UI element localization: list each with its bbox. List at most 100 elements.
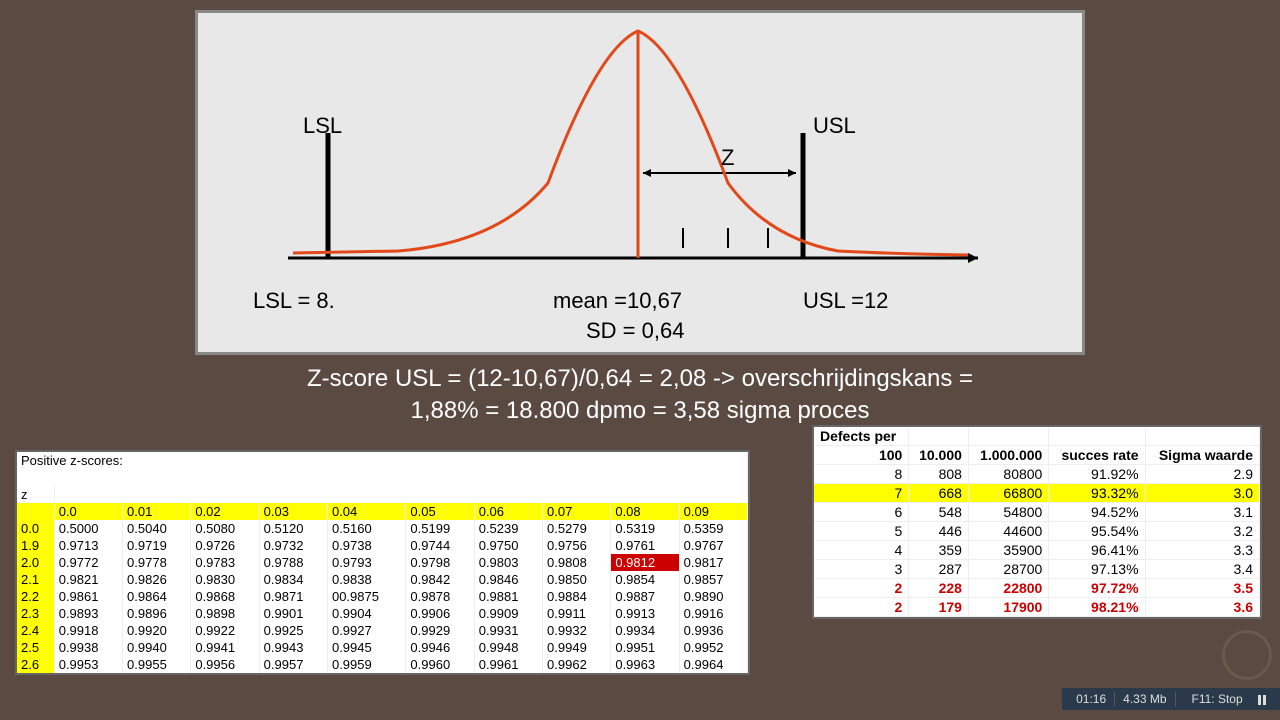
z-cell: 0.9927 xyxy=(327,622,405,639)
z-cell: 0.9756 xyxy=(543,537,611,554)
z-cell: 0.9936 xyxy=(679,622,747,639)
defects-cell: 17900 xyxy=(968,598,1048,617)
z-cell: 0.9940 xyxy=(123,639,191,656)
defects-cell: 5 xyxy=(814,522,909,541)
z-cell: 0.9896 xyxy=(123,605,191,622)
z-cell: 0.9920 xyxy=(123,622,191,639)
defects-cell: 446 xyxy=(909,522,969,541)
z-row-header: 2.4 xyxy=(17,622,54,639)
z-cell: 0.9960 xyxy=(406,656,474,673)
z-cell: 0.9918 xyxy=(54,622,122,639)
z-cell: 0.9957 xyxy=(259,656,327,673)
defects-cell: 2.9 xyxy=(1145,465,1259,484)
z-cell: 0.5319 xyxy=(611,520,679,537)
defects-cell: 3.4 xyxy=(1145,560,1259,579)
status-time: 01:16 xyxy=(1068,692,1114,706)
z-cell: 0.5199 xyxy=(406,520,474,537)
z-cell: 0.5040 xyxy=(123,520,191,537)
z-col-header: 0.06 xyxy=(474,503,542,520)
z-cell: 0.9906 xyxy=(406,605,474,622)
z-cell: 0.9955 xyxy=(123,656,191,673)
defects-cell: 97.13% xyxy=(1049,560,1145,579)
z-cell: 0.9884 xyxy=(543,588,611,605)
defects-cell: 3.2 xyxy=(1145,522,1259,541)
z-cell: 0.9946 xyxy=(406,639,474,656)
z-cell: 0.9826 xyxy=(123,571,191,588)
z-cell: 0.9943 xyxy=(259,639,327,656)
z-cell: 0.9803 xyxy=(474,554,542,571)
z-cell: 0.9808 xyxy=(543,554,611,571)
z-cell: 0.9744 xyxy=(406,537,474,554)
z-cell: 0.9934 xyxy=(611,622,679,639)
recording-statusbar: 01:16 4.33 Mb F11: Stop xyxy=(1062,688,1280,710)
z-cell: 0.9767 xyxy=(679,537,747,554)
z-col-header: 0.01 xyxy=(123,503,191,520)
z-cell: 0.5120 xyxy=(259,520,327,537)
z-cell: 0.9961 xyxy=(474,656,542,673)
z-cell: 0.9783 xyxy=(191,554,259,571)
z-cell: 0.5000 xyxy=(54,520,122,537)
z-cell: 0.5359 xyxy=(679,520,747,537)
z-cell: 0.9868 xyxy=(191,588,259,605)
defects-cell: 3.6 xyxy=(1145,598,1259,617)
z-cell: 0.9959 xyxy=(327,656,405,673)
defects-cell: 95.54% xyxy=(1049,522,1145,541)
z-cell: 0.9951 xyxy=(611,639,679,656)
z-cell: 0.9925 xyxy=(259,622,327,639)
defects-cell: 94.52% xyxy=(1049,503,1145,522)
defects-cell: 91.92% xyxy=(1049,465,1145,484)
defects-cell: 54800 xyxy=(968,503,1048,522)
defects-cell: 179 xyxy=(909,598,969,617)
z-cell: 0.9830 xyxy=(191,571,259,588)
defects-cell: 3 xyxy=(814,560,909,579)
z-cell: 0.9854 xyxy=(611,571,679,588)
status-action[interactable]: F11: Stop xyxy=(1175,692,1274,706)
z-cell: 0.9898 xyxy=(191,605,259,622)
z-col-header: 0.09 xyxy=(679,503,747,520)
defects-cell: 3.5 xyxy=(1145,579,1259,598)
sd-text: SD = 0,64 xyxy=(586,318,684,344)
z-cell: 0.9963 xyxy=(611,656,679,673)
z-cell: 0.9750 xyxy=(474,537,542,554)
defects-cell: 96.41% xyxy=(1049,541,1145,560)
z-col-header: 0.08 xyxy=(611,503,679,520)
z-cell: 0.5239 xyxy=(474,520,542,537)
defects-header: succes rate xyxy=(1049,446,1145,465)
distribution-chart: LSL USL Z LSL = 8. mean =10,67 USL =12 S… xyxy=(195,10,1085,355)
defects-cell: 6 xyxy=(814,503,909,522)
usl-text: USL =12 xyxy=(803,288,888,314)
z-cell: 0.9798 xyxy=(406,554,474,571)
z-row-header: 2.1 xyxy=(17,571,54,588)
z-cell: 0.9949 xyxy=(543,639,611,656)
defects-header: 1.000.000 xyxy=(968,446,1048,465)
defects-table: Defects per10010.0001.000.000succes rate… xyxy=(812,425,1262,619)
z-cell: 0.5279 xyxy=(543,520,611,537)
defects-cell: 98.21% xyxy=(1049,598,1145,617)
defects-cell: 44600 xyxy=(968,522,1048,541)
z-cell: 0.9834 xyxy=(259,571,327,588)
z-cell: 0.9929 xyxy=(406,622,474,639)
defects-cell: 7 xyxy=(814,484,909,503)
mean-text: mean =10,67 xyxy=(553,288,682,314)
formula-text: Z-score USL = (12-10,67)/0,64 = 2,08 -> … xyxy=(125,363,1155,428)
z-label: z xyxy=(17,486,54,503)
defects-cell: 35900 xyxy=(968,541,1048,560)
z-cell: 0.9732 xyxy=(259,537,327,554)
defects-cell: 2 xyxy=(814,598,909,617)
defects-header: 10.000 xyxy=(909,446,969,465)
z-cell: 0.9871 xyxy=(259,588,327,605)
z-cell: 0.9778 xyxy=(123,554,191,571)
defects-cell: 3.3 xyxy=(1145,541,1259,560)
z-col-header: 0.02 xyxy=(191,503,259,520)
z-cell: 0.9964 xyxy=(679,656,747,673)
z-cell: 0.9911 xyxy=(543,605,611,622)
z-cell: 0.9941 xyxy=(191,639,259,656)
defects-cell: 80800 xyxy=(968,465,1048,484)
z-cell: 0.9857 xyxy=(679,571,747,588)
z-row-header: 2.3 xyxy=(17,605,54,622)
z-cell: 0.9887 xyxy=(611,588,679,605)
z-cell: 0.9878 xyxy=(406,588,474,605)
z-cell: 0.9738 xyxy=(327,537,405,554)
defects-header: 100 xyxy=(814,446,909,465)
defects-cell: 22800 xyxy=(968,579,1048,598)
